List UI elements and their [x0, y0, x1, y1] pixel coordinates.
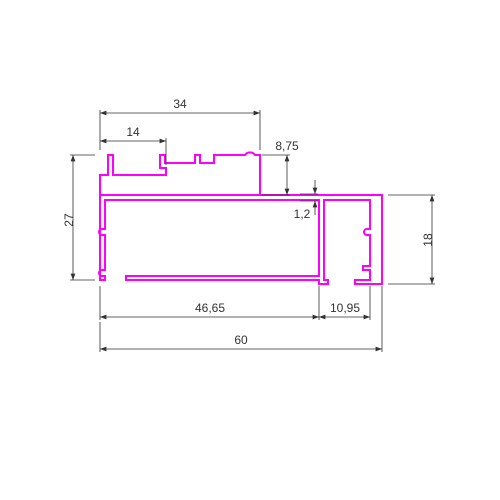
profile-drawing: 34 14 8,75 1,2 27 18 46,65 10,	[0, 0, 500, 500]
dim-18: 18	[421, 233, 435, 247]
dim-1-2: 1,2	[294, 207, 311, 221]
dim-34: 34	[173, 97, 187, 111]
profile-shape	[99, 152, 382, 284]
dim-10-95: 10,95	[330, 301, 360, 315]
dim-27: 27	[62, 213, 76, 227]
dim-60: 60	[234, 333, 248, 347]
dim-8-75: 8,75	[275, 139, 299, 153]
dimensions: 34 14 8,75 1,2 27 18 46,65 10,	[62, 97, 435, 352]
dim-46-65: 46,65	[195, 301, 225, 315]
dim-14: 14	[126, 125, 140, 139]
